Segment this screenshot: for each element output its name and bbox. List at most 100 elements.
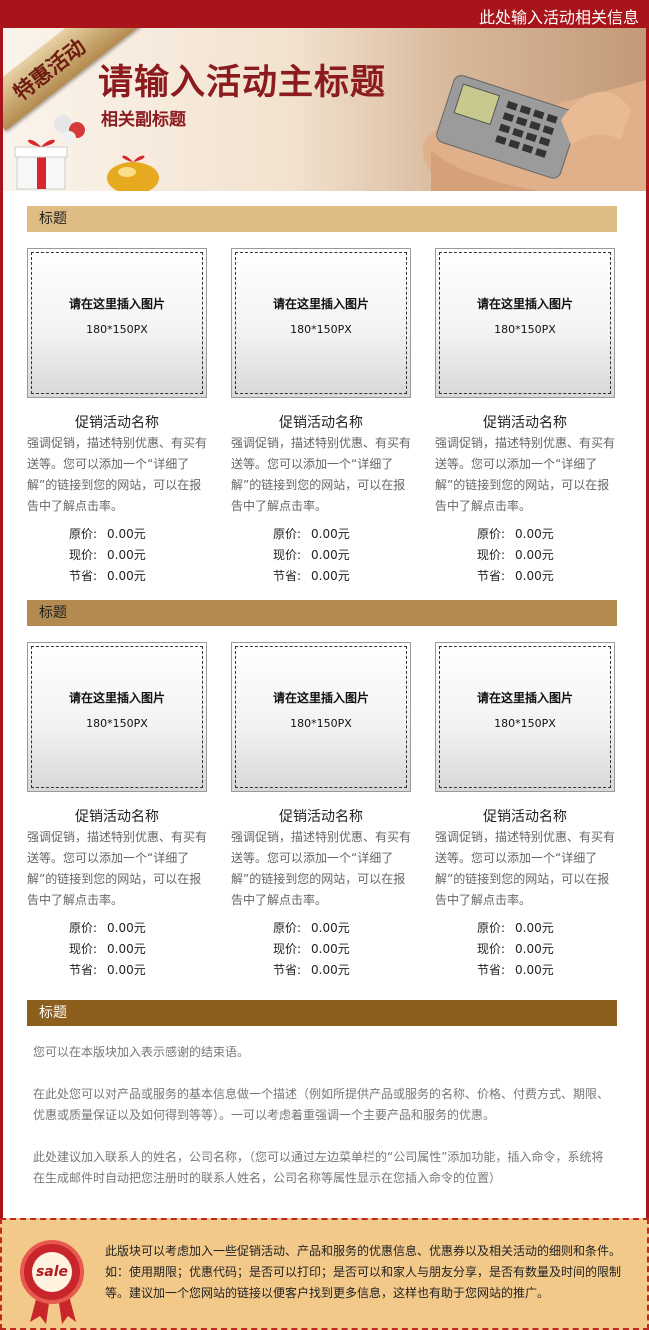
current-price: 现价: 0.00元 xyxy=(273,546,350,563)
current-price-value: 0.00元 xyxy=(107,942,146,956)
current-price-label: 现价: xyxy=(273,942,302,956)
current-price: 现价: 0.00元 xyxy=(69,546,146,563)
image-size-label: 180*150PX xyxy=(86,323,148,336)
gold-ornament-icon xyxy=(107,155,159,191)
main-title: 请输入活动主标题 xyxy=(98,63,387,103)
savings: 节省: 0.00元 xyxy=(69,567,146,584)
image-size-label: 180*150PX xyxy=(494,323,556,336)
section-header: 标题 xyxy=(27,1000,617,1026)
savings-label: 节省: xyxy=(477,963,506,977)
subtitle: 相关副标题 xyxy=(101,110,186,130)
product-description: 强调促销，描述特别优惠、有买有送等。您可以添加一个“详细了解”的链接到您的网站，… xyxy=(231,436,412,513)
original-price-label: 原价: xyxy=(477,527,506,541)
balloons-icon xyxy=(54,115,85,145)
placeholder-dashed-border: 请在这里插入图片 180*150PX xyxy=(439,646,611,788)
current-price-label: 现价: xyxy=(69,548,98,562)
original-price: 原价: 0.00元 xyxy=(69,919,146,936)
savings-label: 节省: xyxy=(69,963,98,977)
sale-badge-icon: sale xyxy=(20,1240,84,1304)
image-placeholder[interactable]: 请在这里插入图片 180*150PX xyxy=(27,642,207,792)
image-placeholder-label: 请在这里插入图片 xyxy=(476,297,573,311)
original-price-label: 原价: xyxy=(273,527,302,541)
closing-thanks: 您可以在本版块加入表示感谢的结束语。 xyxy=(33,1045,250,1059)
original-price: 原价: 0.00元 xyxy=(69,525,146,542)
current-price-label: 现价: xyxy=(477,548,506,562)
current-price-label: 现价: xyxy=(477,942,506,956)
image-placeholder[interactable]: 请在这里插入图片 180*150PX xyxy=(231,642,411,792)
image-placeholder-label: 请在这里插入图片 xyxy=(68,297,165,311)
savings-label: 节省: xyxy=(273,963,302,977)
original-price-value: 0.00元 xyxy=(107,921,146,935)
product-description: 强调促销，描述特别优惠、有买有送等。您可以添加一个“详细了解”的链接到您的网站，… xyxy=(231,830,412,907)
original-price-value: 0.00元 xyxy=(311,921,350,935)
savings: 节省: 0.00元 xyxy=(273,567,350,584)
product-description: 强调促销，描述特别优惠、有买有送等。您可以添加一个“详细了解”的链接到您的网站，… xyxy=(27,436,208,513)
product-description: 强调促销，描述特别优惠、有买有送等。您可以添加一个“详细了解”的链接到您的网站，… xyxy=(435,436,616,513)
image-size-label: 180*150PX xyxy=(86,717,148,730)
savings-value: 0.00元 xyxy=(311,569,350,583)
original-price: 原价: 0.00元 xyxy=(273,525,350,542)
original-price-value: 0.00元 xyxy=(515,921,554,935)
sale-badge-label: sale xyxy=(32,1252,72,1292)
original-price: 原价: 0.00元 xyxy=(477,525,554,542)
original-price-value: 0.00元 xyxy=(515,527,554,541)
current-price: 现价: 0.00元 xyxy=(477,940,554,957)
gift-box-icon xyxy=(14,139,68,190)
current-price-label: 现价: xyxy=(273,548,302,562)
closing-description: 在此处您可以对产品或服务的基本信息做一个描述（例如所提供产品或服务的名称、价格、… xyxy=(33,1087,610,1122)
calculator-hand-icon xyxy=(422,74,646,191)
original-price: 原价: 0.00元 xyxy=(273,919,350,936)
top-bar: 此处输入活动相关信息 xyxy=(0,0,649,28)
image-size-label: 180*150PX xyxy=(494,717,556,730)
product-description: 强调促销，描述特别优惠、有买有送等。您可以添加一个“详细了解”的链接到您的网站，… xyxy=(27,830,208,907)
current-price: 现价: 0.00元 xyxy=(69,940,146,957)
savings-label: 节省: xyxy=(273,569,302,583)
savings-value: 0.00元 xyxy=(515,569,554,583)
image-placeholder-label: 请在这里插入图片 xyxy=(272,297,369,311)
product-name: 促销活动名称 xyxy=(75,809,159,825)
product-name: 促销活动名称 xyxy=(483,809,567,825)
savings-label: 节省: xyxy=(477,569,506,583)
placeholder-dashed-border: 请在这里插入图片 180*150PX xyxy=(31,646,203,788)
placeholder-dashed-border: 请在这里插入图片 180*150PX xyxy=(235,252,407,394)
savings-value: 0.00元 xyxy=(515,963,554,977)
hero-banner: 特惠活动 请输入活动主标题 相关副标题 xyxy=(3,28,646,191)
section-header: 标题 xyxy=(27,600,617,626)
savings: 节省: 0.00元 xyxy=(477,961,554,978)
image-placeholder[interactable]: 请在这里插入图片 180*150PX xyxy=(435,248,615,398)
placeholder-dashed-border: 请在这里插入图片 180*150PX xyxy=(31,252,203,394)
product-name: 促销活动名称 xyxy=(75,415,159,431)
image-placeholder[interactable]: 请在这里插入图片 180*150PX xyxy=(27,248,207,398)
product-name: 促销活动名称 xyxy=(279,809,363,825)
image-placeholder-label: 请在这里插入图片 xyxy=(476,691,573,705)
image-size-label: 180*150PX xyxy=(290,717,352,730)
current-price-value: 0.00元 xyxy=(515,548,554,562)
closing-contact: 此处建议加入联系人的姓名，公司名称，（您可以通过左边菜单栏的“公司属性”添加功能… xyxy=(33,1150,604,1185)
current-price-label: 现价: xyxy=(69,942,98,956)
original-price-label: 原价: xyxy=(477,921,506,935)
top-bar-info: 此处输入活动相关信息 xyxy=(478,8,639,27)
original-price-label: 原价: xyxy=(273,921,302,935)
savings-label: 节省: xyxy=(69,569,98,583)
current-price-value: 0.00元 xyxy=(311,548,350,562)
original-price-value: 0.00元 xyxy=(311,527,350,541)
placeholder-dashed-border: 请在这里插入图片 180*150PX xyxy=(235,646,407,788)
image-placeholder[interactable]: 请在这里插入图片 180*150PX xyxy=(231,248,411,398)
image-placeholder[interactable]: 请在这里插入图片 180*150PX xyxy=(435,642,615,792)
original-price-label: 原价: xyxy=(69,527,98,541)
current-price-value: 0.00元 xyxy=(311,942,350,956)
original-price: 原价: 0.00元 xyxy=(477,919,554,936)
promo-terms-text: 此版块可以考虑加入一些促销活动、产品和服务的优惠信息、优惠券以及相关活动的细则和… xyxy=(105,1244,622,1300)
savings-value: 0.00元 xyxy=(107,569,146,583)
product-description: 强调促销，描述特别优惠、有买有送等。您可以添加一个“详细了解”的链接到您的网站，… xyxy=(435,830,616,907)
savings-value: 0.00元 xyxy=(311,963,350,977)
image-size-label: 180*150PX xyxy=(290,323,352,336)
product-name: 促销活动名称 xyxy=(483,415,567,431)
promo-footer: sale 此版块可以考虑加入一些促销活动、产品和服务的优惠信息、优惠券以及相关活… xyxy=(0,1218,649,1330)
savings-value: 0.00元 xyxy=(107,963,146,977)
placeholder-dashed-border: 请在这里插入图片 180*150PX xyxy=(439,252,611,394)
image-placeholder-label: 请在这里插入图片 xyxy=(272,691,369,705)
savings: 节省: 0.00元 xyxy=(477,567,554,584)
current-price: 现价: 0.00元 xyxy=(273,940,350,957)
product-name: 促销活动名称 xyxy=(279,415,363,431)
